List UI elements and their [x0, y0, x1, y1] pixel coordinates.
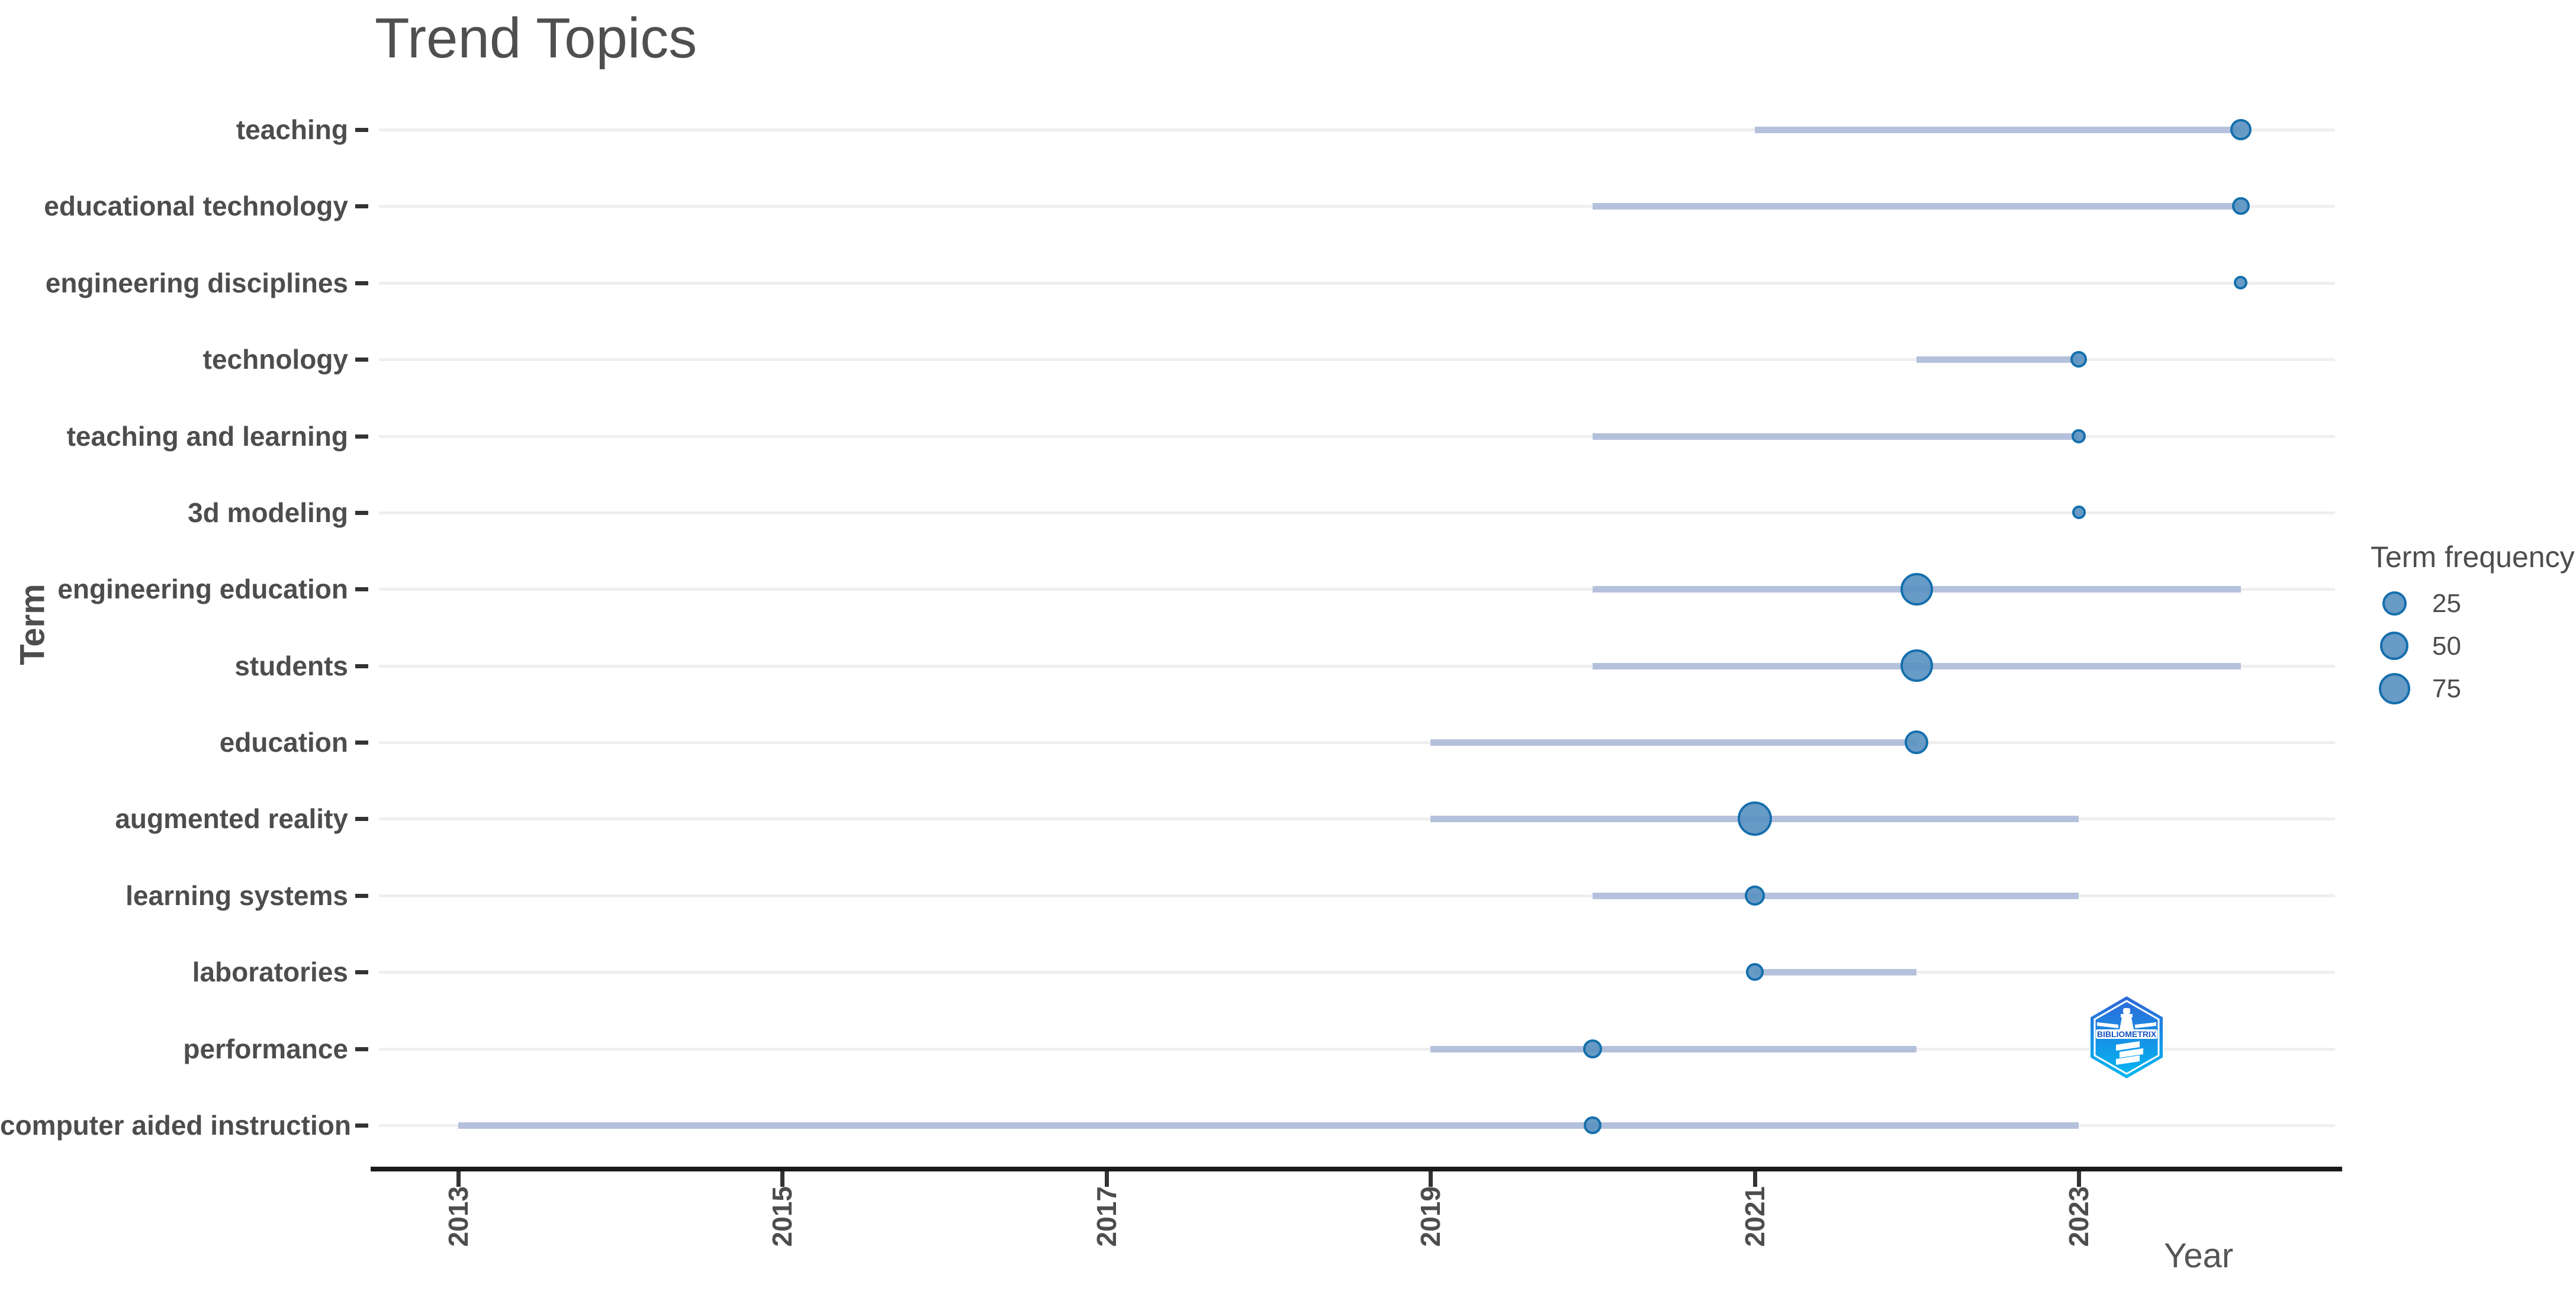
legend-title: Term frequency — [2371, 540, 2575, 574]
term-frequency-dot — [1583, 1039, 1602, 1058]
gridline — [379, 894, 2335, 897]
term-frequency-dot — [2231, 197, 2250, 215]
term-frequency-dot — [1737, 801, 1772, 836]
gridline — [379, 281, 2335, 285]
gridline — [379, 434, 2335, 438]
term-frequency-dot — [1900, 649, 1933, 682]
y-tick-mark — [355, 281, 368, 285]
quartile-range-line — [1916, 356, 2079, 363]
y-tick-mark — [355, 587, 368, 592]
term-frequency-dot — [2072, 506, 2086, 520]
term-frequency-dot — [1583, 1116, 1601, 1134]
bibliometrix-logo-text: BIBLIOMETRIX — [2097, 1029, 2157, 1039]
term-frequency-dot — [1905, 730, 1929, 755]
gridline — [379, 817, 2335, 821]
gridline — [379, 205, 2335, 208]
y-tick-mark — [355, 434, 368, 439]
gridline — [379, 1047, 2335, 1051]
quartile-range-line — [1430, 739, 1917, 746]
y-tick-mark — [355, 358, 368, 362]
y-tick-mark — [355, 1123, 368, 1128]
legend-size-label: 50 — [2432, 632, 2461, 661]
y-tick-mark — [355, 817, 368, 822]
x-axis-line — [371, 1167, 2342, 1171]
term-label: engineering disciplines — [45, 267, 348, 298]
bibliometrix-logo-icon: BIBLIOMETRIX — [2089, 994, 2164, 1080]
gridline — [379, 511, 2335, 514]
y-tick-mark — [355, 664, 368, 668]
y-tick-mark — [355, 970, 368, 975]
y-tick-mark — [355, 893, 368, 898]
legend-size-dot — [2382, 591, 2407, 616]
term-label: laboratories — [192, 957, 348, 988]
legend-size-label: 25 — [2432, 589, 2461, 618]
quartile-range-line — [1592, 892, 2079, 899]
x-tick-mark — [1104, 1171, 1109, 1187]
x-tick-mark — [1752, 1171, 1757, 1187]
y-tick-mark — [355, 128, 368, 132]
term-frequency-dot — [1900, 572, 1933, 606]
gridline — [379, 664, 2335, 668]
term-frequency-dot — [1745, 963, 1764, 981]
x-tick-label: 2023 — [2063, 1186, 2094, 1247]
x-tick-label: 2019 — [1415, 1186, 1446, 1247]
x-tick-label: 2013 — [443, 1186, 474, 1247]
term-label: education — [219, 727, 348, 758]
gridline — [379, 741, 2335, 745]
term-label: performance — [183, 1033, 348, 1064]
term-frequency-dot — [2070, 351, 2087, 368]
quartile-range-line — [458, 1122, 2079, 1129]
quartile-range-line — [1754, 127, 2241, 133]
gridline — [379, 588, 2335, 591]
bibliometrix-logo: BIBLIOMETRIX — [2089, 994, 2165, 1083]
x-tick-label: 2017 — [1091, 1186, 1122, 1247]
gridline — [379, 358, 2335, 362]
term-frequency-dot — [2072, 429, 2086, 443]
x-tick-label: 2021 — [1739, 1186, 1770, 1247]
term-label: teaching and learning — [66, 420, 348, 452]
x-tick-mark — [1429, 1171, 1433, 1187]
term-label: 3d modeling — [188, 497, 348, 528]
chart-title: Trend Topics — [375, 7, 697, 70]
y-tick-mark — [355, 741, 368, 745]
gridline — [379, 128, 2335, 131]
quartile-range-line — [1592, 203, 2241, 210]
x-tick-mark — [780, 1171, 785, 1187]
gridline — [379, 971, 2335, 974]
term-label: computer aided instruction — [0, 1109, 351, 1141]
y-tick-mark — [355, 510, 368, 515]
y-tick-mark — [355, 1047, 368, 1051]
term-label: learning systems — [126, 880, 348, 911]
term-label: engineering education — [57, 574, 348, 605]
term-frequency-dot — [2234, 276, 2248, 290]
quartile-range-line — [1430, 1045, 1917, 1052]
x-tick-mark — [2077, 1171, 2081, 1187]
term-label: augmented reality — [115, 803, 348, 835]
legend-size-label: 75 — [2432, 674, 2461, 703]
term-frequency-dot — [1744, 885, 1765, 906]
quartile-range-line — [1592, 433, 2079, 440]
term-frequency-dot — [2230, 119, 2252, 140]
term-label: educational technology — [44, 191, 348, 222]
legend-size-dot — [2380, 632, 2408, 660]
legend-size-dot — [2378, 672, 2410, 704]
quartile-range-line — [1754, 969, 1917, 976]
term-label: teaching — [236, 114, 348, 145]
x-tick-label: 2015 — [767, 1186, 798, 1247]
term-label: students — [234, 650, 348, 681]
x-axis-title: Year — [2164, 1237, 2234, 1275]
y-tick-mark — [355, 204, 368, 209]
term-label: technology — [202, 344, 348, 375]
x-tick-mark — [456, 1171, 461, 1187]
